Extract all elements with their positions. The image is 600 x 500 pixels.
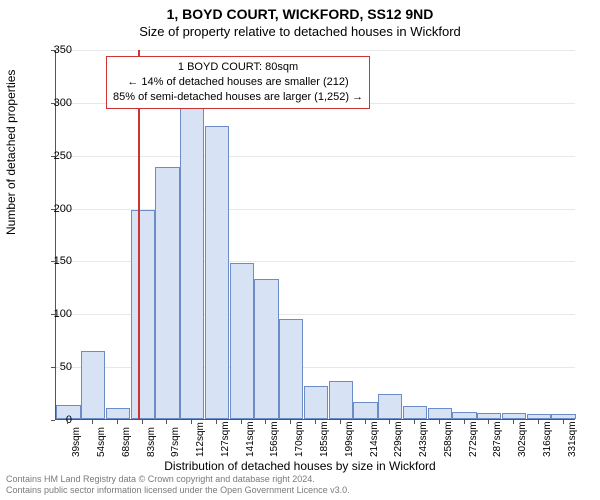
y-tick-label: 250 [42, 150, 72, 162]
x-tick-label: 199sqm [344, 421, 355, 457]
x-tick-mark [67, 420, 68, 424]
histogram-bar [304, 386, 328, 419]
histogram-bar [180, 107, 204, 419]
histogram-bar [205, 126, 229, 419]
y-tick-label: 200 [42, 203, 72, 215]
x-tick-label: 302sqm [517, 421, 528, 457]
x-tick-label: 83sqm [146, 427, 157, 457]
histogram-bar [403, 406, 427, 419]
histogram-bar [81, 351, 105, 419]
x-tick-mark [340, 420, 341, 424]
x-tick-label: 243sqm [418, 421, 429, 457]
histogram-bar [254, 279, 278, 419]
y-tick-mark [51, 314, 55, 315]
annotation-line: ← 14% of detached houses are smaller (21… [113, 75, 363, 90]
x-tick-mark [166, 420, 167, 424]
y-tick-mark [51, 103, 55, 104]
histogram-bar [353, 402, 377, 419]
x-tick-mark [464, 420, 465, 424]
x-tick-label: 68sqm [121, 427, 132, 457]
x-tick-mark [117, 420, 118, 424]
x-tick-mark [290, 420, 291, 424]
footer-line-2: Contains public sector information licen… [6, 485, 350, 496]
y-tick-label: 150 [42, 255, 72, 267]
x-tick-mark [538, 420, 539, 424]
y-tick-mark [51, 156, 55, 157]
histogram-bar [131, 210, 155, 419]
x-tick-label: 127sqm [220, 421, 231, 457]
histogram-bar [502, 413, 526, 419]
x-tick-label: 97sqm [170, 427, 181, 457]
y-tick-mark [51, 50, 55, 51]
y-tick-label: 350 [42, 44, 72, 56]
histogram-bar [551, 414, 575, 419]
chart-title: 1, BOYD COURT, WICKFORD, SS12 9ND [0, 0, 600, 22]
x-tick-mark [365, 420, 366, 424]
annotation-box: 1 BOYD COURT: 80sqm← 14% of detached hou… [106, 56, 370, 109]
histogram-bar [279, 319, 303, 419]
footer-attribution: Contains HM Land Registry data © Crown c… [6, 474, 350, 496]
histogram-bar [329, 381, 353, 419]
x-tick-label: 54sqm [96, 427, 107, 457]
x-tick-label: 272sqm [468, 421, 479, 457]
y-axis-label: Number of detached properties [4, 70, 18, 235]
histogram-bar [230, 263, 254, 419]
x-tick-mark [265, 420, 266, 424]
x-axis-label: Distribution of detached houses by size … [0, 459, 600, 473]
x-tick-mark [142, 420, 143, 424]
x-tick-mark [216, 420, 217, 424]
y-tick-label: 50 [42, 361, 72, 373]
histogram-bar [106, 408, 130, 419]
histogram-bar [527, 414, 551, 419]
x-tick-mark [439, 420, 440, 424]
x-tick-mark [488, 420, 489, 424]
gridline [56, 156, 575, 157]
x-tick-label: 258sqm [443, 421, 454, 457]
x-tick-label: 156sqm [269, 421, 280, 457]
x-tick-mark [414, 420, 415, 424]
y-tick-mark [51, 209, 55, 210]
histogram-bar [452, 412, 476, 419]
footer-line-1: Contains HM Land Registry data © Crown c… [6, 474, 350, 485]
histogram-bar [378, 394, 402, 419]
x-tick-label: 331sqm [567, 421, 578, 457]
chart-subtitle: Size of property relative to detached ho… [0, 24, 600, 39]
x-tick-label: 39sqm [71, 427, 82, 457]
x-tick-label: 185sqm [319, 421, 330, 457]
annotation-line: 1 BOYD COURT: 80sqm [113, 60, 363, 75]
x-tick-mark [389, 420, 390, 424]
histogram-bar [155, 167, 179, 419]
chart-container: 1, BOYD COURT, WICKFORD, SS12 9ND Size o… [0, 0, 600, 500]
x-tick-label: 170sqm [294, 421, 305, 457]
x-tick-mark [315, 420, 316, 424]
x-tick-label: 287sqm [492, 421, 503, 457]
annotation-line: 85% of semi-detached houses are larger (… [113, 90, 363, 105]
x-tick-mark [92, 420, 93, 424]
gridline [56, 50, 575, 51]
y-tick-mark [51, 261, 55, 262]
y-tick-mark [51, 367, 55, 368]
x-tick-label: 316sqm [542, 421, 553, 457]
y-tick-label: 100 [42, 308, 72, 320]
x-tick-mark [191, 420, 192, 424]
x-tick-mark [563, 420, 564, 424]
y-tick-mark [51, 420, 55, 421]
plot-area: 1 BOYD COURT: 80sqm← 14% of detached hou… [55, 50, 575, 420]
x-tick-label: 112sqm [195, 422, 206, 457]
x-tick-label: 214sqm [369, 421, 380, 457]
x-tick-label: 229sqm [393, 421, 404, 457]
x-tick-label: 141sqm [245, 421, 256, 457]
histogram-bar [428, 408, 452, 419]
x-tick-mark [241, 420, 242, 424]
x-tick-mark [513, 420, 514, 424]
y-tick-label: 300 [42, 97, 72, 109]
histogram-bar [477, 413, 501, 419]
